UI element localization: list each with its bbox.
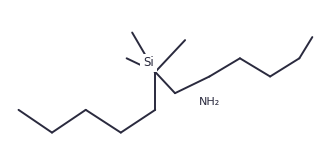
Text: NH₂: NH₂ — [199, 97, 220, 107]
Text: Si: Si — [143, 56, 154, 69]
